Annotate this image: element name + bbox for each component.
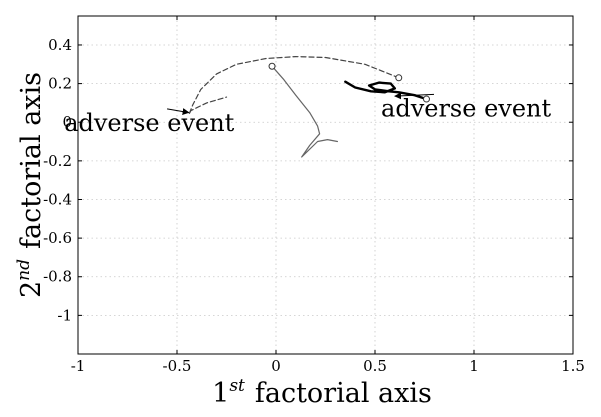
start-marker <box>268 62 276 70</box>
plot-frame <box>77 15 574 355</box>
y-tick-label: -0.8 <box>43 268 72 286</box>
y-tick-label: 0 <box>62 113 72 131</box>
tick-labels: -1 -0.5 0 0.5 1 1.5 0.4 0.2 0 -0.2 -0.4 -0.6 -0.8 -1 <box>43 16 585 375</box>
series-line-2 <box>271 65 338 158</box>
x-tick-label: -1 <box>71 357 86 375</box>
annotation-arrow <box>394 92 435 100</box>
start-marker <box>422 95 430 103</box>
x-tick-label: -0.5 <box>163 357 192 375</box>
y-tick-label: -0.4 <box>43 190 72 208</box>
x-tick-label: 1 <box>469 357 479 375</box>
x-tick-label: 0 <box>271 357 281 375</box>
y-axis-title: 2nd factorial axis <box>14 72 47 298</box>
series-line-1 <box>188 56 400 116</box>
y-tick-label: 0.2 <box>48 75 72 93</box>
series-group <box>188 56 428 158</box>
y-tick-label: -1 <box>57 306 72 324</box>
y-tick-label: -0.2 <box>43 152 72 170</box>
annotation-arrow <box>167 108 190 115</box>
y-axis-title-base: 2 <box>16 281 47 298</box>
grid-lines <box>78 16 573 354</box>
x-axis-title-base: 1 <box>212 378 229 409</box>
annotation-text: adverse event <box>381 94 551 122</box>
annotations: adverse event adverse event <box>64 92 551 137</box>
start-markers <box>268 62 430 103</box>
y-tick-label: -0.6 <box>43 229 72 247</box>
x-axis-title-rest: factorial axis <box>255 378 432 409</box>
y-tick-label: 0.4 <box>48 36 72 54</box>
annotation-text: adverse event <box>64 109 234 137</box>
x-axis-title: 1st factorial axis <box>212 376 432 409</box>
start-marker <box>395 74 403 82</box>
series-line-3 <box>344 80 428 101</box>
x-axis-title-sup: st <box>229 376 245 396</box>
y-axis-title-rest: factorial axis <box>16 72 47 249</box>
x-tick-label: 1.5 <box>561 357 585 375</box>
y-axis-title-sup: nd <box>14 259 34 281</box>
x-tick-label: 0.5 <box>363 357 387 375</box>
